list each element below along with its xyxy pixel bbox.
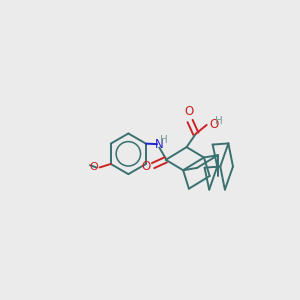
Text: O: O [142, 160, 151, 173]
Text: H: H [215, 116, 223, 127]
Text: H: H [160, 135, 168, 145]
Text: O: O [89, 162, 98, 172]
Text: N: N [155, 138, 164, 151]
Text: O: O [210, 118, 219, 131]
Text: O: O [184, 105, 194, 118]
